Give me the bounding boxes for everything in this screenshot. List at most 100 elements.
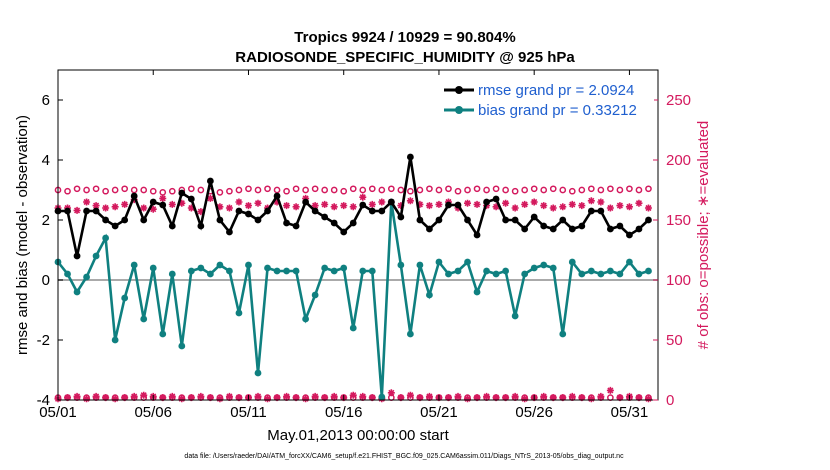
bias-point — [187, 267, 195, 275]
obs-possible-marker — [349, 185, 357, 193]
rmse-point — [368, 207, 376, 215]
obs-evaluated-marker — [73, 206, 81, 214]
obs-evaluated-marker — [587, 197, 595, 205]
obs-possible-marker — [302, 186, 309, 194]
rmse-point — [568, 225, 576, 233]
bias-point — [321, 264, 329, 272]
obs-evaluated-marker — [330, 203, 338, 211]
y-right-tick-label: 100 — [666, 272, 691, 289]
bias-point — [492, 270, 500, 278]
bias-point — [530, 264, 538, 272]
rmse-point — [426, 225, 433, 233]
x-tick-label: 05/01 — [39, 404, 77, 421]
obs-bottom-evaluated-marker — [264, 395, 272, 403]
y-axis-left-label: rmse and bias (model - observation) — [14, 115, 31, 355]
obs-possible-marker — [607, 185, 614, 193]
bias-point — [645, 267, 652, 275]
rmse-point — [140, 216, 148, 224]
rmse-point — [511, 216, 519, 224]
obs-bottom-evaluated-marker — [273, 394, 281, 402]
y-right-tick-label: 250 — [666, 92, 691, 109]
obs-possible-marker — [330, 186, 338, 194]
bias-point — [264, 264, 271, 272]
obs-possible-marker — [264, 185, 271, 193]
bias-point — [635, 270, 643, 278]
rmse-point — [311, 207, 319, 215]
obs-possible-marker — [521, 186, 529, 194]
obs-possible-marker — [140, 186, 148, 194]
obs-evaluated-marker — [435, 200, 443, 208]
bias-point — [121, 294, 129, 302]
obs-evaluated-marker — [283, 202, 291, 210]
rmse-point — [349, 219, 357, 227]
obs-possible-marker — [111, 186, 119, 194]
obs-evaluated-marker — [159, 194, 167, 202]
obs-possible-marker — [511, 187, 519, 195]
obs-evaluated-marker — [521, 200, 529, 208]
obs-bottom-evaluated-marker — [473, 394, 481, 402]
y-axis-right: 0 50 100 150 200 250 — [653, 92, 691, 409]
y-left-tick-label: -4 — [37, 392, 50, 409]
legend-box — [440, 76, 654, 120]
bias-point — [359, 267, 367, 275]
bias-point — [426, 291, 433, 299]
obs-possible-marker — [226, 187, 233, 195]
bias-point — [349, 324, 357, 332]
obs-bottom-evaluated-marker — [349, 391, 357, 399]
bias-point — [330, 267, 338, 275]
rmse-point — [168, 222, 176, 230]
bias-point — [540, 261, 548, 269]
obs-bottom-evaluated-marker — [540, 392, 548, 400]
obs-bottom-evaluated-marker — [511, 392, 519, 400]
obs-evaluated-marker — [397, 202, 405, 210]
obs-possible-marker — [483, 186, 490, 194]
obs-evaluated-marker — [511, 204, 519, 212]
obs-bottom-evaluated-marker — [111, 395, 119, 403]
rmse-point — [521, 225, 529, 233]
obs-evaluated-marker — [197, 208, 205, 216]
rmse-point — [73, 252, 81, 260]
chart-title: Tropics 9924 / 10929 = 90.804% — [294, 29, 515, 46]
obs-bottom-evaluated-marker — [102, 394, 110, 402]
obs-possible-marker — [540, 186, 548, 194]
obs-possible-marker — [597, 186, 605, 194]
obs-bottom-evaluated-marker — [321, 394, 329, 402]
obs-bottom-evaluated-marker — [92, 392, 100, 400]
obs-evaluated-marker — [168, 200, 176, 208]
obs-possible-marker — [578, 186, 586, 194]
rmse-point — [540, 222, 548, 230]
bias-point — [168, 270, 176, 278]
obs-possible-marker — [435, 186, 443, 194]
obs-possible-marker — [321, 186, 329, 194]
bias-point — [616, 270, 624, 278]
obs-possible-marker — [273, 186, 281, 194]
obs-evaluated-marker — [102, 204, 110, 212]
obs-evaluated-marker — [368, 200, 376, 208]
rmse-point — [159, 201, 167, 209]
bias-point — [464, 258, 471, 266]
obs-evaluated-marker — [416, 200, 424, 208]
obs-possible-marker — [168, 187, 176, 195]
x-tick-label: 05/16 — [325, 404, 363, 421]
bias-point — [273, 267, 281, 275]
obs-evaluated-marker — [492, 203, 500, 211]
rmse-point — [626, 231, 633, 239]
bias-point — [292, 267, 300, 275]
legend-rmse-marker — [455, 86, 463, 94]
rmse-point — [273, 192, 281, 200]
obs-evaluated-marker — [635, 199, 643, 207]
bias-point — [549, 264, 557, 272]
rmse-point — [197, 222, 205, 230]
rmse-point — [187, 195, 195, 203]
obs-evaluated-marker — [216, 203, 224, 211]
obs-bottom-evaluated-marker — [83, 395, 91, 403]
obs-evaluated-marker — [340, 202, 348, 210]
bias-point — [159, 330, 167, 338]
x-tick-label: 05/11 — [230, 404, 266, 421]
y-right-tick-label: 200 — [666, 152, 691, 169]
bias-point — [606, 267, 614, 275]
obs-possible-marker — [473, 185, 481, 193]
obs-bottom-evaluated-marker — [178, 395, 186, 403]
obs-possible-marker — [92, 185, 100, 193]
